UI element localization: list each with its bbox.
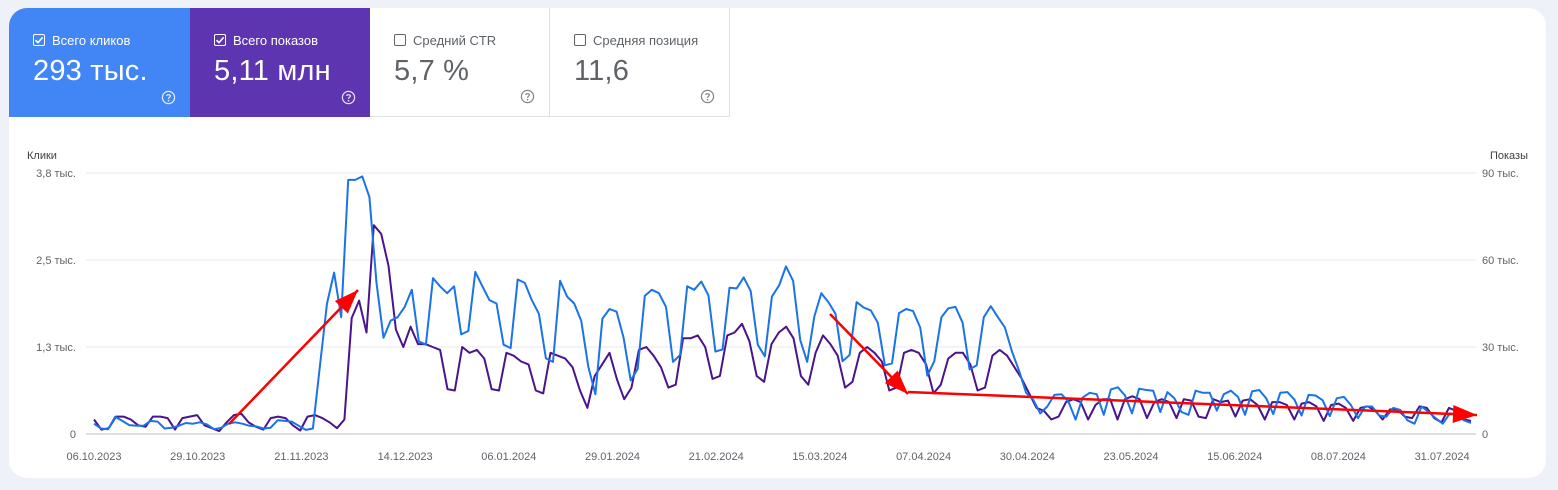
tile-total-impressions[interactable]: Всего показов 5,11 млн (190, 8, 370, 117)
x-tick-label: 21.11.2023 (274, 451, 328, 463)
x-tick-label: 23.05.2024 (1103, 451, 1158, 463)
tile-header: Всего показов (214, 32, 370, 48)
series-lines (94, 176, 1471, 431)
y-right-tick: 0 (1482, 429, 1488, 441)
annotation-arrows (229, 290, 1477, 424)
checkbox-unchecked-icon[interactable] (574, 34, 586, 46)
help-icon[interactable] (341, 90, 356, 105)
grid-lines (86, 173, 1476, 434)
tile-label: Всего показов (233, 33, 318, 48)
checkbox-checked-icon[interactable] (33, 34, 45, 46)
tile-header: Средняя позиция (574, 32, 729, 48)
y-right-tick: 60 тыс. (1482, 255, 1519, 267)
x-tick-label: 15.03.2024 (792, 451, 847, 463)
x-tick-label: 15.06.2024 (1207, 451, 1262, 463)
series-line-clicks (94, 176, 1471, 430)
x-tick-label: 29.10.2023 (170, 451, 225, 463)
x-tick-label: 14.12.2023 (378, 451, 433, 463)
x-tick-label: 06.01.2024 (481, 451, 536, 463)
tile-header: Средний CTR (394, 32, 549, 48)
tile-average-position[interactable]: Средняя позиция 11,6 (550, 8, 730, 117)
performance-card: Всего кликов 293 тыс. Всего показов 5,11… (9, 8, 1546, 478)
tile-label: Средняя позиция (593, 33, 698, 48)
y-left-axis-title: Клики (27, 150, 57, 162)
annotation-arrow-line (908, 392, 1477, 415)
x-tick-label: 08.07.2024 (1311, 451, 1366, 463)
performance-line-chart: Клики Показы 3,8 тыс. 2,5 тыс. 1,3 тыс. … (9, 117, 1546, 478)
x-axis-ticks: 06.10.2023 29.10.2023 21.11.2023 14.12.2023… (66, 451, 1469, 463)
tile-label: Всего кликов (52, 33, 130, 48)
tile-value: 11,6 (574, 55, 729, 88)
help-icon[interactable] (161, 90, 176, 105)
tile-average-ctr[interactable]: Средний CTR 5,7 % (370, 8, 550, 117)
y-right-tick: 30 тыс. (1482, 342, 1519, 354)
tile-label: Средний CTR (413, 33, 496, 48)
y-right-axis-title: Показы (1490, 150, 1528, 162)
y-left-tick: 0 (70, 429, 76, 441)
y-left-tick: 1,3 тыс. (36, 342, 76, 354)
x-tick-label: 30.04.2024 (1000, 451, 1055, 463)
x-tick-label: 29.01.2024 (585, 451, 640, 463)
help-icon[interactable] (520, 89, 535, 104)
x-tick-label: 31.07.2024 (1415, 451, 1470, 463)
y-right-tick: 90 тыс. (1482, 168, 1519, 180)
x-tick-label: 21.02.2024 (689, 451, 744, 463)
metric-tiles: Всего кликов 293 тыс. Всего показов 5,11… (9, 8, 730, 117)
tile-total-clicks[interactable]: Всего кликов 293 тыс. (9, 8, 190, 117)
tile-value: 293 тыс. (33, 55, 190, 88)
x-tick-label: 07.04.2024 (896, 451, 951, 463)
x-tick-label: 06.10.2023 (66, 451, 121, 463)
checkbox-checked-icon[interactable] (214, 34, 226, 46)
tile-value: 5,11 млн (214, 55, 370, 88)
y-left-tick: 2,5 тыс. (36, 255, 76, 267)
tile-value: 5,7 % (394, 55, 549, 88)
tile-header: Всего кликов (33, 32, 190, 48)
checkbox-unchecked-icon[interactable] (394, 34, 406, 46)
help-icon[interactable] (700, 89, 715, 104)
series-line-impressions (94, 225, 1471, 431)
y-left-tick: 3,8 тыс. (36, 168, 76, 180)
annotation-arrow-line (229, 290, 358, 424)
chart-area: Клики Показы 3,8 тыс. 2,5 тыс. 1,3 тыс. … (9, 117, 1546, 478)
